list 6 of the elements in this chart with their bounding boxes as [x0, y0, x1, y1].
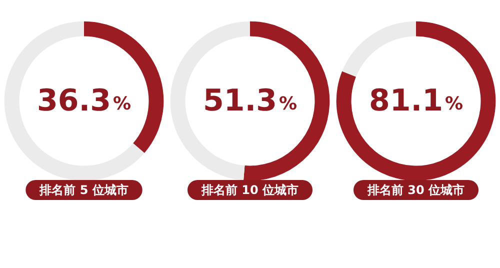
data-label: 36.3% — [36, 84, 132, 118]
data-label: 81.1% — [368, 84, 464, 118]
text: 排名前 30 位城市 — [366, 183, 465, 197]
data-label: 51.3% — [202, 84, 298, 118]
text: 排名前 5 位城市 — [38, 183, 128, 197]
text: 排名前 10 位城市 — [200, 183, 299, 197]
